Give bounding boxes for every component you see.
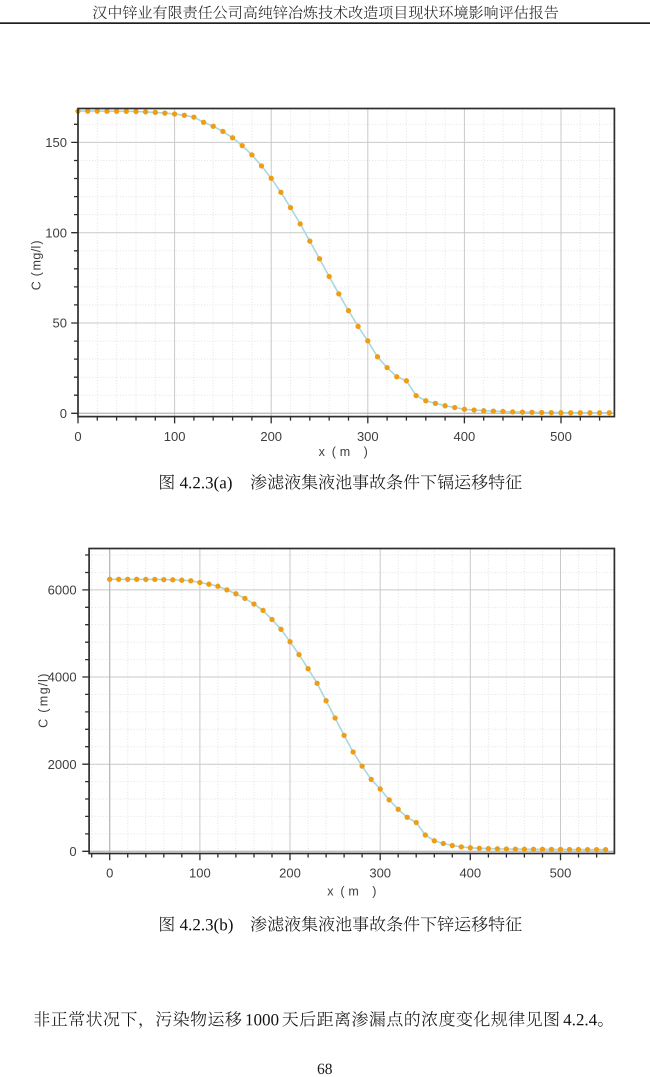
svg-text:50: 50 — [53, 316, 67, 331]
svg-text:6000: 6000 — [48, 583, 77, 598]
svg-text:C(mg/l): C(mg/l) — [29, 240, 43, 290]
svg-text:150: 150 — [45, 135, 67, 150]
svg-text:0: 0 — [60, 406, 67, 421]
svg-text:2000: 2000 — [48, 757, 77, 772]
svg-text:0: 0 — [106, 866, 113, 881]
svg-text:500: 500 — [550, 429, 572, 444]
svg-text:0: 0 — [74, 429, 81, 444]
svg-text:400: 400 — [459, 866, 481, 881]
svg-text:100: 100 — [189, 866, 211, 881]
svg-text:200: 200 — [279, 866, 301, 881]
svg-text:100: 100 — [164, 429, 186, 444]
svg-text:C(mg/l): C(mg/l) — [36, 674, 50, 728]
svg-text:0: 0 — [69, 844, 76, 859]
svg-text:300: 300 — [369, 866, 391, 881]
svg-text:400: 400 — [454, 429, 476, 444]
svg-text:4000: 4000 — [48, 670, 77, 685]
svg-text:500: 500 — [550, 866, 572, 881]
svg-text:300: 300 — [357, 429, 379, 444]
svg-text:200: 200 — [260, 429, 282, 444]
svg-text:100: 100 — [45, 225, 67, 240]
